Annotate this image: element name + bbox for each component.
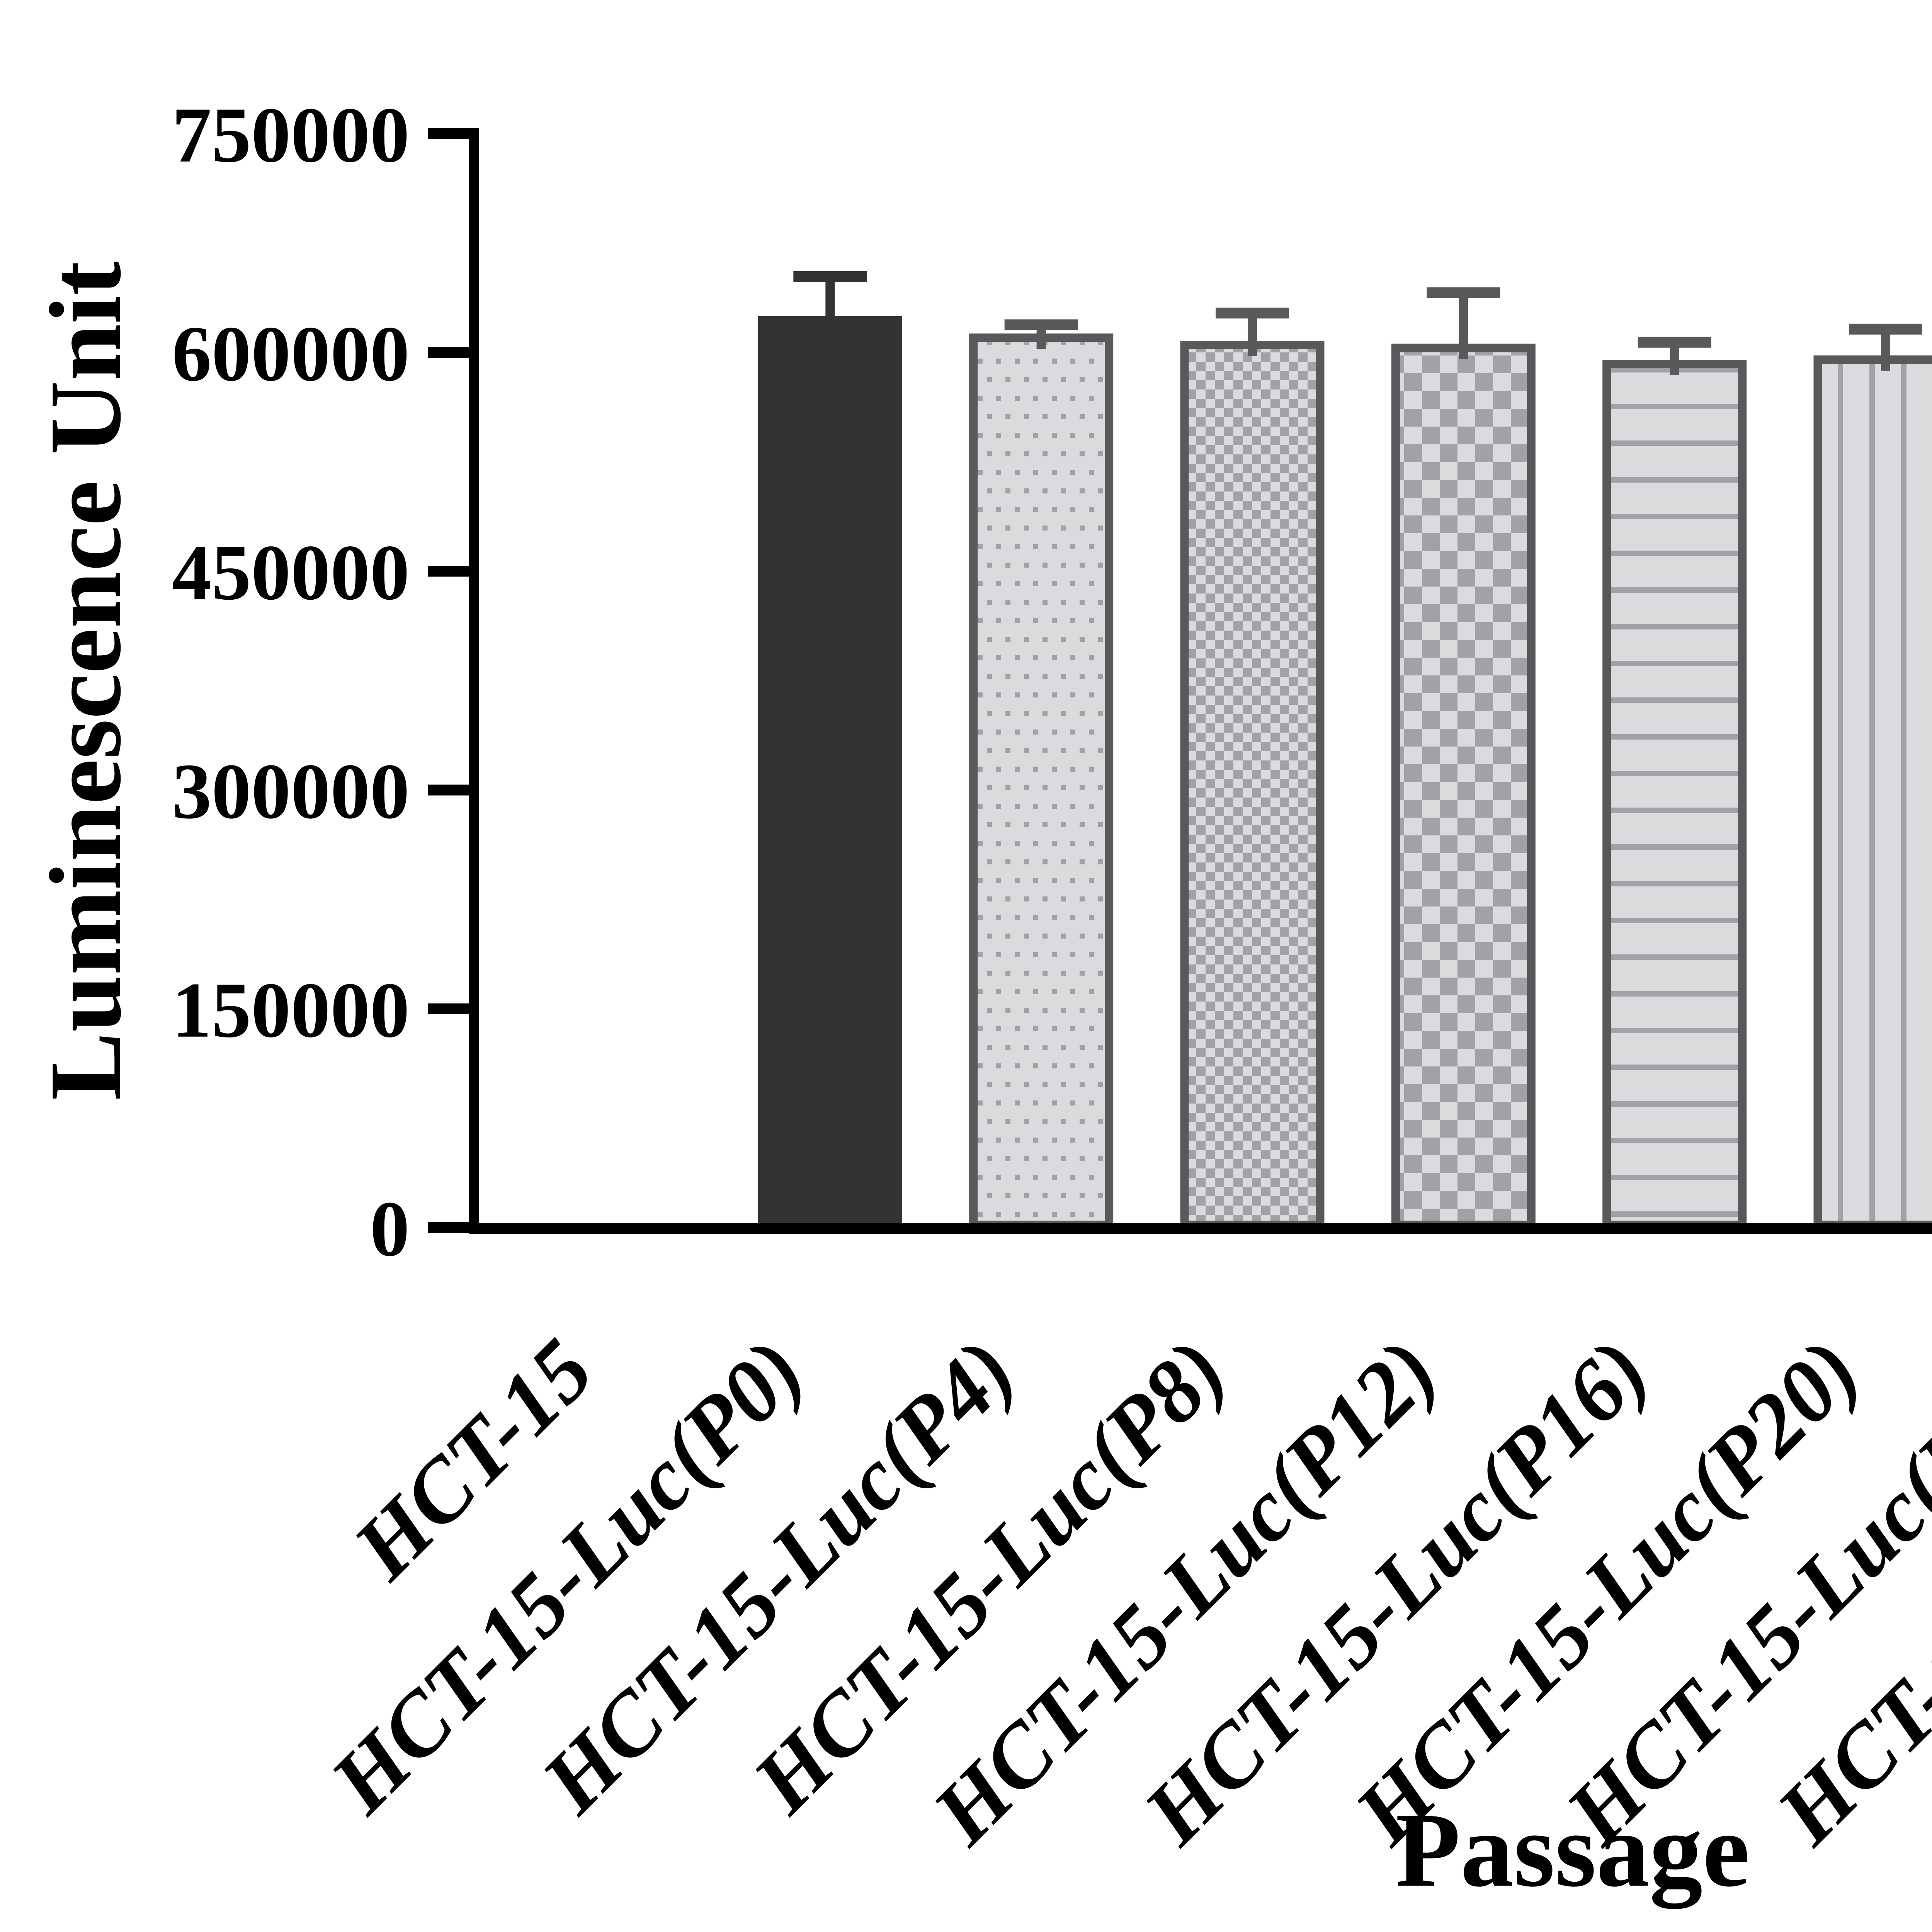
x-axis-title: Passage <box>1396 1791 1750 1910</box>
y-axis-tick <box>428 784 469 796</box>
bar <box>1602 360 1747 1230</box>
bar <box>969 333 1114 1229</box>
x-axis-line <box>469 1223 1932 1234</box>
error-bar <box>1638 337 1711 376</box>
axes-layer <box>428 128 1932 1234</box>
y-tick-label: 750000 <box>172 91 410 179</box>
y-tick-label: 450000 <box>172 529 410 616</box>
error-bar <box>1215 308 1289 357</box>
y-axis-tick <box>428 566 469 577</box>
bar <box>1180 341 1325 1229</box>
y-tick-label: 150000 <box>172 966 410 1054</box>
error-bars-layer <box>793 271 1922 376</box>
error-bar <box>793 271 867 332</box>
y-tick-label: 0 <box>370 1185 410 1273</box>
bar <box>1813 355 1932 1230</box>
y-axis-line <box>469 128 479 1234</box>
bar <box>758 316 902 1230</box>
y-axis-title: Luminescence Unit <box>29 260 142 1100</box>
y-axis-tick <box>428 347 469 358</box>
y-tick-label: 300000 <box>172 748 410 835</box>
bars-layer <box>758 316 1932 1230</box>
error-bar <box>1849 323 1922 371</box>
y-axis-tick <box>428 128 469 139</box>
y-tick-label: 600000 <box>172 310 410 398</box>
bar <box>1391 344 1536 1229</box>
error-bar <box>1427 287 1500 359</box>
y-axis-tick <box>428 1003 469 1014</box>
error-bar <box>1004 319 1078 349</box>
y-axis-tick <box>428 1222 469 1233</box>
